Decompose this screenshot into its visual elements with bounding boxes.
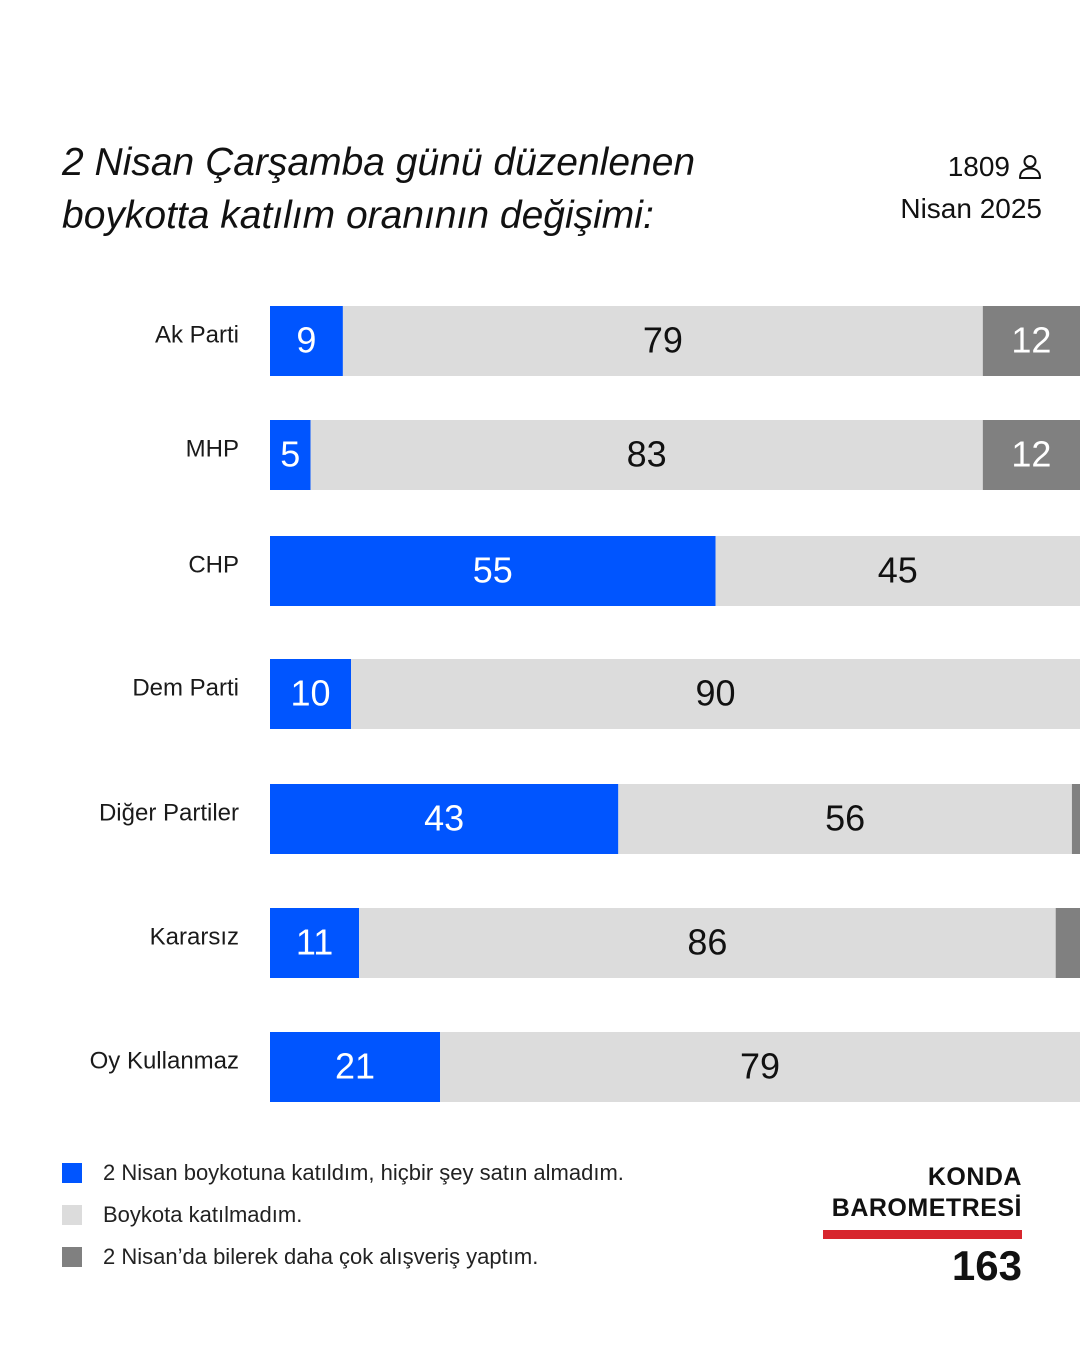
- value-label-mhp-shopped-more: 12: [1011, 434, 1051, 475]
- value-label-mhp-boycott: 5: [280, 434, 300, 475]
- legend-item-boycott: 2 Nisan boykotuna katıldım, hiçbir şey s…: [62, 1152, 624, 1194]
- category-label-ak-parti: Ak Parti: [155, 321, 239, 348]
- value-label-ak-parti-not-joined: 79: [643, 320, 683, 361]
- person-icon: [1019, 155, 1041, 179]
- value-label-chp-boycott: 55: [473, 550, 513, 591]
- category-label-chp: CHP: [188, 551, 239, 578]
- legend-item-not-joined: Boykota katılmadım.: [62, 1194, 624, 1236]
- bar-mhp-shopped-more: [982, 420, 1080, 490]
- chart-legend: 2 Nisan boykotuna katıldım, hiçbir şey s…: [62, 1152, 624, 1278]
- value-label-dem-parti-boycott: 10: [290, 673, 330, 714]
- bar-dem-parti-boycott: [270, 659, 351, 729]
- bar-kararsiz-shopped-more: [1055, 908, 1080, 978]
- legend-swatch-not-joined: [62, 1205, 82, 1225]
- bar-ak-parti-shopped-more: [982, 306, 1080, 376]
- chart-title: 2 Nisan Çarşamba günü düzenlenen boykott…: [62, 136, 782, 242]
- category-label-kararsiz: Kararsız: [150, 923, 239, 950]
- value-label-chp-not-joined: 45: [878, 550, 918, 591]
- barometer-number: 163: [951, 1242, 1022, 1289]
- value-label-oy-kullanmaz-boycott: 21: [335, 1046, 375, 1087]
- category-label-oy-kullanmaz: Oy Kullanmaz: [90, 1047, 239, 1074]
- bar-diger-partiler-boycott: [270, 784, 619, 854]
- survey-date: Nisan 2025: [900, 193, 1042, 224]
- value-label-ak-parti-boycott: 9: [296, 320, 316, 361]
- brand-name: KONDA: [927, 1163, 1022, 1191]
- survey-meta: 1809 Nisan 2025: [900, 146, 1042, 230]
- legend-label-shopped-more: 2 Nisan’da bilerek daha çok alışveriş ya…: [103, 1244, 539, 1269]
- value-label-kararsiz-boycott: 11: [296, 922, 333, 963]
- bar-chp-not-joined: [715, 536, 1080, 606]
- legend-item-shopped-more: 2 Nisan’da bilerek daha çok alışveriş ya…: [62, 1236, 624, 1278]
- bar-diger-partiler-shopped-more: [1071, 784, 1080, 854]
- bar-oy-kullanmaz-boycott: [270, 1032, 441, 1102]
- bar-chp-boycott: [270, 536, 716, 606]
- chart-title-line-1: 2 Nisan Çarşamba günü düzenlenen: [62, 141, 696, 184]
- legend-label-not-joined: Boykota katılmadım.: [103, 1202, 303, 1227]
- brand-subtitle: BAROMETRESİ: [831, 1194, 1022, 1222]
- bar-ak-parti-boycott: [270, 306, 343, 376]
- bar-kararsiz-not-joined: [359, 908, 1056, 978]
- bar-diger-partiler-not-joined: [618, 784, 1072, 854]
- value-label-oy-kullanmaz-not-joined: 79: [740, 1046, 780, 1087]
- category-label-dem-parti: Dem Parti: [132, 674, 239, 701]
- value-label-diger-partiler-boycott: 43: [424, 798, 464, 839]
- bar-dem-parti-not-joined: [351, 659, 1080, 729]
- legend-swatch-boycott: [62, 1163, 82, 1183]
- value-label-ak-parti-shopped-more: 12: [1011, 320, 1051, 361]
- bar-kararsiz-boycott: [270, 908, 360, 978]
- bar-oy-kullanmaz-not-joined: [440, 1032, 1080, 1102]
- bar-mhp-boycott: [270, 420, 311, 490]
- bar-mhp-not-joined: [310, 420, 983, 490]
- brand-accent-bar: [823, 1230, 1022, 1239]
- sample-size: 1809: [900, 146, 1042, 188]
- konda-brand: KONDA BAROMETRESİ 163: [822, 1162, 1022, 1292]
- sample-size-value: 1809: [947, 151, 1010, 182]
- bar-ak-parti-not-joined: [342, 306, 983, 376]
- legend-label-boycott: 2 Nisan boykotuna katıldım, hiçbir şey s…: [103, 1160, 624, 1185]
- category-label-diger-partiler: Diğer Partiler: [99, 799, 239, 826]
- category-label-mhp: MHP: [186, 435, 239, 462]
- chart-title-line-2: boykotta katılım oranının değişimi:: [62, 194, 654, 237]
- legend-swatch-shopped-more: [62, 1247, 82, 1267]
- value-label-dem-parti-not-joined: 90: [695, 673, 735, 714]
- value-label-kararsiz-not-joined: 86: [687, 922, 727, 963]
- value-label-mhp-not-joined: 83: [627, 434, 667, 475]
- value-label-diger-partiler-not-joined: 56: [825, 798, 865, 839]
